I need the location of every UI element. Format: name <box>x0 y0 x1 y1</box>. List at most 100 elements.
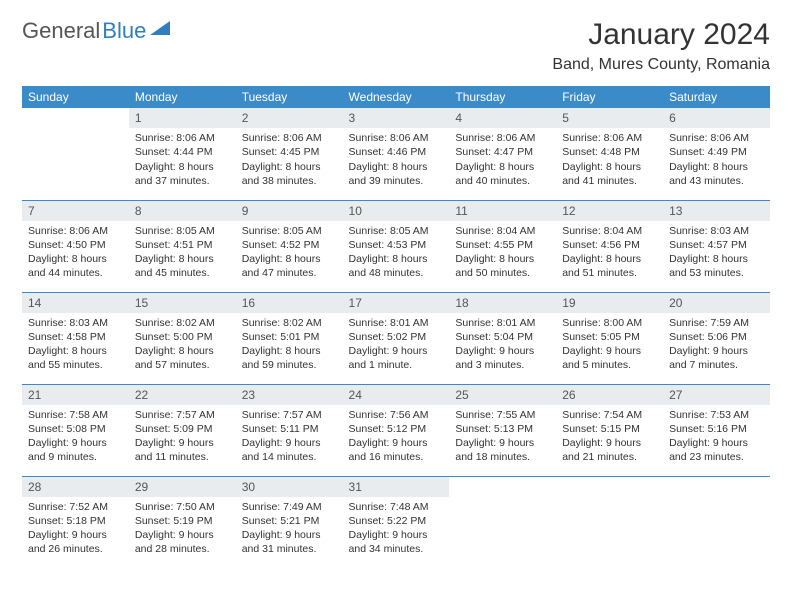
day-number: 8 <box>129 201 236 221</box>
sunset-text: Sunset: 4:57 PM <box>669 238 764 252</box>
day-detail: Sunrise: 8:05 AMSunset: 4:51 PMDaylight:… <box>129 221 236 287</box>
calendar-day-cell: 16Sunrise: 8:02 AMSunset: 5:01 PMDayligh… <box>236 292 343 384</box>
calendar-day-cell: 19Sunrise: 8:00 AMSunset: 5:05 PMDayligh… <box>556 292 663 384</box>
day-detail: Sunrise: 8:01 AMSunset: 5:04 PMDaylight:… <box>449 313 556 379</box>
daylight-text: Daylight: 9 hours and 28 minutes. <box>135 528 230 556</box>
sunset-text: Sunset: 4:47 PM <box>455 145 550 159</box>
day-number: 23 <box>236 385 343 405</box>
day-number: 30 <box>236 477 343 497</box>
title-block: January 2024 Band, Mures County, Romania <box>552 18 770 74</box>
day-detail: Sunrise: 8:06 AMSunset: 4:49 PMDaylight:… <box>663 128 770 194</box>
day-detail: Sunrise: 7:54 AMSunset: 5:15 PMDaylight:… <box>556 405 663 471</box>
calendar-day-cell: 6Sunrise: 8:06 AMSunset: 4:49 PMDaylight… <box>663 108 770 200</box>
calendar-day-cell: 1Sunrise: 8:06 AMSunset: 4:44 PMDaylight… <box>129 108 236 200</box>
day-detail: Sunrise: 8:03 AMSunset: 4:57 PMDaylight:… <box>663 221 770 287</box>
day-number: 28 <box>22 477 129 497</box>
day-number: 19 <box>556 293 663 313</box>
daylight-text: Daylight: 9 hours and 14 minutes. <box>242 436 337 464</box>
calendar-day-cell: 4Sunrise: 8:06 AMSunset: 4:47 PMDaylight… <box>449 108 556 200</box>
daylight-text: Daylight: 9 hours and 9 minutes. <box>28 436 123 464</box>
sunrise-text: Sunrise: 8:00 AM <box>562 316 657 330</box>
logo: GeneralBlue <box>22 18 172 44</box>
sunrise-text: Sunrise: 8:06 AM <box>349 131 444 145</box>
calendar-day-cell: 17Sunrise: 8:01 AMSunset: 5:02 PMDayligh… <box>343 292 450 384</box>
day-number: 3 <box>343 108 450 128</box>
sunrise-text: Sunrise: 8:03 AM <box>28 316 123 330</box>
sunset-text: Sunset: 5:09 PM <box>135 422 230 436</box>
day-detail: Sunrise: 8:06 AMSunset: 4:50 PMDaylight:… <box>22 221 129 287</box>
day-number: 11 <box>449 201 556 221</box>
daylight-text: Daylight: 8 hours and 47 minutes. <box>242 252 337 280</box>
day-detail: Sunrise: 8:02 AMSunset: 5:01 PMDaylight:… <box>236 313 343 379</box>
sunset-text: Sunset: 5:13 PM <box>455 422 550 436</box>
sunrise-text: Sunrise: 8:01 AM <box>455 316 550 330</box>
daylight-text: Daylight: 9 hours and 31 minutes. <box>242 528 337 556</box>
location-text: Band, Mures County, Romania <box>552 56 770 74</box>
calendar-day-cell: 12Sunrise: 8:04 AMSunset: 4:56 PMDayligh… <box>556 200 663 292</box>
daylight-text: Daylight: 9 hours and 18 minutes. <box>455 436 550 464</box>
sunrise-text: Sunrise: 8:02 AM <box>135 316 230 330</box>
calendar-day-cell: 31Sunrise: 7:48 AMSunset: 5:22 PMDayligh… <box>343 476 450 568</box>
day-detail: Sunrise: 7:52 AMSunset: 5:18 PMDaylight:… <box>22 497 129 563</box>
day-number: 1 <box>129 108 236 128</box>
daylight-text: Daylight: 9 hours and 11 minutes. <box>135 436 230 464</box>
sunset-text: Sunset: 4:52 PM <box>242 238 337 252</box>
day-detail: Sunrise: 8:04 AMSunset: 4:56 PMDaylight:… <box>556 221 663 287</box>
sunrise-text: Sunrise: 7:49 AM <box>242 500 337 514</box>
sunset-text: Sunset: 5:01 PM <box>242 330 337 344</box>
calendar-day-cell: 14Sunrise: 8:03 AMSunset: 4:58 PMDayligh… <box>22 292 129 384</box>
sunrise-text: Sunrise: 7:52 AM <box>28 500 123 514</box>
day-detail: Sunrise: 8:06 AMSunset: 4:46 PMDaylight:… <box>343 128 450 194</box>
sunset-text: Sunset: 4:58 PM <box>28 330 123 344</box>
sunrise-text: Sunrise: 8:06 AM <box>669 131 764 145</box>
daylight-text: Daylight: 9 hours and 34 minutes. <box>349 528 444 556</box>
day-number: 2 <box>236 108 343 128</box>
calendar-body: 1Sunrise: 8:06 AMSunset: 4:44 PMDaylight… <box>22 108 770 568</box>
day-detail: Sunrise: 8:06 AMSunset: 4:47 PMDaylight:… <box>449 128 556 194</box>
day-number: 15 <box>129 293 236 313</box>
sunset-text: Sunset: 4:44 PM <box>135 145 230 159</box>
day-detail: Sunrise: 8:02 AMSunset: 5:00 PMDaylight:… <box>129 313 236 379</box>
day-number: 22 <box>129 385 236 405</box>
sunrise-text: Sunrise: 7:57 AM <box>242 408 337 422</box>
calendar-day-cell: 13Sunrise: 8:03 AMSunset: 4:57 PMDayligh… <box>663 200 770 292</box>
day-number: 21 <box>22 385 129 405</box>
logo-text-blue: Blue <box>102 18 146 44</box>
sunrise-text: Sunrise: 8:06 AM <box>135 131 230 145</box>
sunrise-text: Sunrise: 8:03 AM <box>669 224 764 238</box>
sunset-text: Sunset: 4:48 PM <box>562 145 657 159</box>
calendar-day-cell: 23Sunrise: 7:57 AMSunset: 5:11 PMDayligh… <box>236 384 343 476</box>
sunrise-text: Sunrise: 7:50 AM <box>135 500 230 514</box>
day-detail: Sunrise: 7:48 AMSunset: 5:22 PMDaylight:… <box>343 497 450 563</box>
sunrise-text: Sunrise: 7:57 AM <box>135 408 230 422</box>
calendar-week-row: 7Sunrise: 8:06 AMSunset: 4:50 PMDaylight… <box>22 200 770 292</box>
day-number: 24 <box>343 385 450 405</box>
day-number: 25 <box>449 385 556 405</box>
calendar-day-cell: 15Sunrise: 8:02 AMSunset: 5:00 PMDayligh… <box>129 292 236 384</box>
day-number: 7 <box>22 201 129 221</box>
sunset-text: Sunset: 5:06 PM <box>669 330 764 344</box>
sunrise-text: Sunrise: 7:55 AM <box>455 408 550 422</box>
daylight-text: Daylight: 9 hours and 7 minutes. <box>669 344 764 372</box>
calendar-day-cell: 24Sunrise: 7:56 AMSunset: 5:12 PMDayligh… <box>343 384 450 476</box>
day-number: 29 <box>129 477 236 497</box>
calendar-day-cell <box>663 476 770 568</box>
day-number: 10 <box>343 201 450 221</box>
month-title: January 2024 <box>552 18 770 52</box>
calendar-day-cell <box>449 476 556 568</box>
calendar-week-row: 1Sunrise: 8:06 AMSunset: 4:44 PMDaylight… <box>22 108 770 200</box>
daylight-text: Daylight: 9 hours and 26 minutes. <box>28 528 123 556</box>
sunrise-text: Sunrise: 8:05 AM <box>349 224 444 238</box>
calendar-day-cell: 11Sunrise: 8:04 AMSunset: 4:55 PMDayligh… <box>449 200 556 292</box>
calendar-day-cell <box>22 108 129 200</box>
sunrise-text: Sunrise: 8:04 AM <box>562 224 657 238</box>
daylight-text: Daylight: 9 hours and 5 minutes. <box>562 344 657 372</box>
sunrise-text: Sunrise: 7:58 AM <box>28 408 123 422</box>
day-detail: Sunrise: 7:56 AMSunset: 5:12 PMDaylight:… <box>343 405 450 471</box>
sunset-text: Sunset: 4:55 PM <box>455 238 550 252</box>
sunrise-text: Sunrise: 7:59 AM <box>669 316 764 330</box>
sunset-text: Sunset: 5:11 PM <box>242 422 337 436</box>
sunset-text: Sunset: 5:00 PM <box>135 330 230 344</box>
day-detail: Sunrise: 7:59 AMSunset: 5:06 PMDaylight:… <box>663 313 770 379</box>
day-detail: Sunrise: 7:57 AMSunset: 5:11 PMDaylight:… <box>236 405 343 471</box>
